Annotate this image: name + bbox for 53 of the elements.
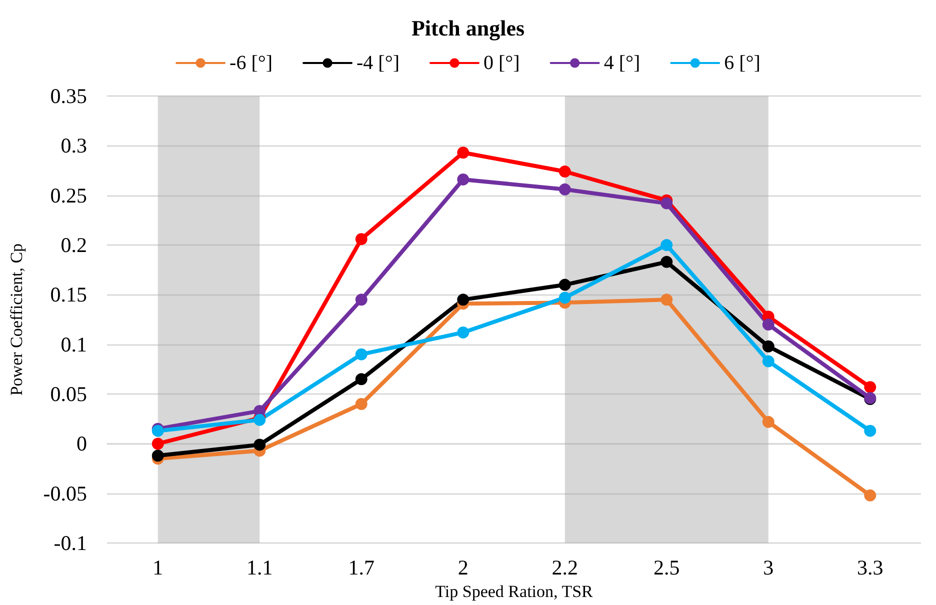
point [355, 294, 368, 306]
point [762, 416, 774, 428]
legend-label: 0 [°] [484, 52, 520, 74]
y-tick-label: 0.2 [60, 233, 87, 258]
point [762, 318, 774, 331]
point [762, 355, 774, 368]
x-tick-label: 2.2 [552, 556, 578, 580]
point [457, 326, 470, 338]
legend-title: Pitch angles [411, 16, 525, 40]
point [355, 398, 368, 410]
x-tick-label: 1.7 [348, 556, 374, 580]
x-tick-label: 2 [458, 556, 468, 580]
x-tick-label: 1 [152, 556, 164, 580]
point [660, 256, 673, 268]
point [660, 197, 673, 210]
y-tick-label: 0.15 [50, 282, 87, 307]
point [457, 146, 470, 159]
point [660, 239, 673, 252]
x-tick-label: 1.1 [246, 556, 273, 580]
point [864, 424, 876, 437]
point [558, 166, 571, 178]
point [152, 450, 164, 462]
point [762, 340, 774, 352]
point [864, 381, 876, 394]
y-tick-label: 0.35 [50, 84, 87, 108]
point [355, 233, 368, 246]
point [355, 348, 368, 360]
point [864, 489, 876, 502]
legend-label: 4 [°] [604, 52, 640, 74]
y-tick-label: 0.3 [60, 134, 87, 158]
y-tick-label: 0.1 [60, 332, 87, 356]
point [152, 438, 164, 450]
point [558, 278, 571, 291]
point [660, 294, 673, 306]
y-tick-label: -0.1 [54, 531, 87, 556]
y-tick-label: 0.05 [50, 382, 87, 406]
point [558, 292, 571, 304]
y-tick-label: 0.25 [50, 183, 87, 208]
legend-label: -4 [°] [356, 52, 400, 74]
y-tick-label: -0.05 [43, 481, 87, 506]
point [457, 294, 470, 306]
point [355, 373, 368, 386]
legend-label: 6 [°] [724, 52, 760, 74]
x-tick-label: 2.5 [654, 556, 680, 580]
y-axis-title: Power Coefficient, Cp [7, 243, 26, 396]
point [254, 438, 266, 451]
point [457, 173, 470, 186]
x-axis-title: Tip Speed Ration, TSR [435, 582, 594, 601]
x-tick-label: 3 [763, 556, 774, 580]
point [558, 183, 571, 196]
y-tick-label: 0 [76, 432, 87, 456]
x-tick-label: 3.3 [857, 556, 884, 580]
legend-label: -6 [°] [230, 52, 273, 74]
